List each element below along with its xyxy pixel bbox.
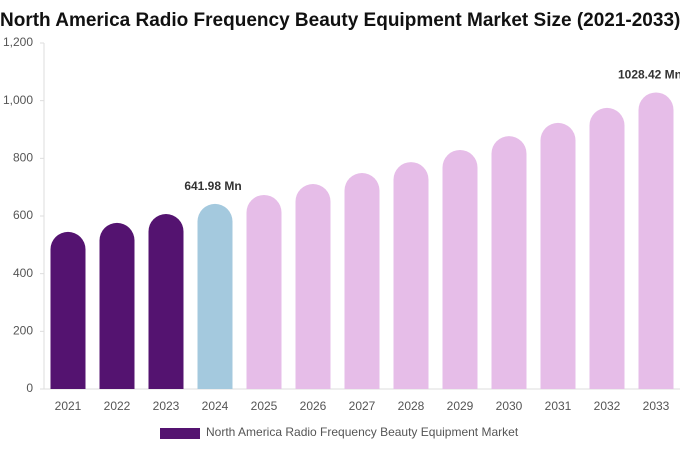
bar <box>148 213 184 389</box>
x-tick-label: 2025 <box>251 399 278 413</box>
y-tick-label: 1,000 <box>3 93 33 107</box>
x-tick-label: 2033 <box>643 399 670 413</box>
bar <box>589 107 625 389</box>
y-tick-label: 800 <box>13 151 33 165</box>
x-tick-label: 2023 <box>153 399 180 413</box>
x-tick-label: 2026 <box>300 399 327 413</box>
x-tick-label: 2021 <box>55 399 82 413</box>
bar <box>344 173 380 389</box>
value-label: 641.98 Mn <box>184 179 241 193</box>
bar <box>295 183 331 389</box>
x-tick-label: 2022 <box>104 399 131 413</box>
bar <box>197 203 233 389</box>
x-tick-label: 2032 <box>594 399 621 413</box>
value-label: 1028.42 Mn <box>618 68 680 82</box>
y-tick-label: 600 <box>13 208 33 222</box>
y-tick-label: 400 <box>13 266 33 280</box>
x-tick-label: 2028 <box>398 399 425 413</box>
bar <box>638 92 674 390</box>
y-tick-label: 0 <box>26 381 33 395</box>
chart-title: North America Radio Frequency Beauty Equ… <box>0 10 680 31</box>
y-tick-label: 1,200 <box>3 35 33 49</box>
x-tick-label: 2030 <box>496 399 523 413</box>
bar <box>50 231 86 389</box>
bar <box>393 162 429 389</box>
bar <box>246 194 282 389</box>
x-tick-label: 2024 <box>202 399 229 413</box>
bar <box>442 149 478 389</box>
bar <box>540 122 576 389</box>
x-tick-label: 2029 <box>447 399 474 413</box>
legend-label: North America Radio Frequency Beauty Equ… <box>206 425 519 439</box>
y-tick-label: 200 <box>13 324 33 338</box>
legend-swatch <box>160 428 200 439</box>
x-tick-label: 2027 <box>349 399 376 413</box>
bar <box>99 222 135 389</box>
x-tick-label: 2031 <box>545 399 572 413</box>
bar <box>491 136 527 389</box>
